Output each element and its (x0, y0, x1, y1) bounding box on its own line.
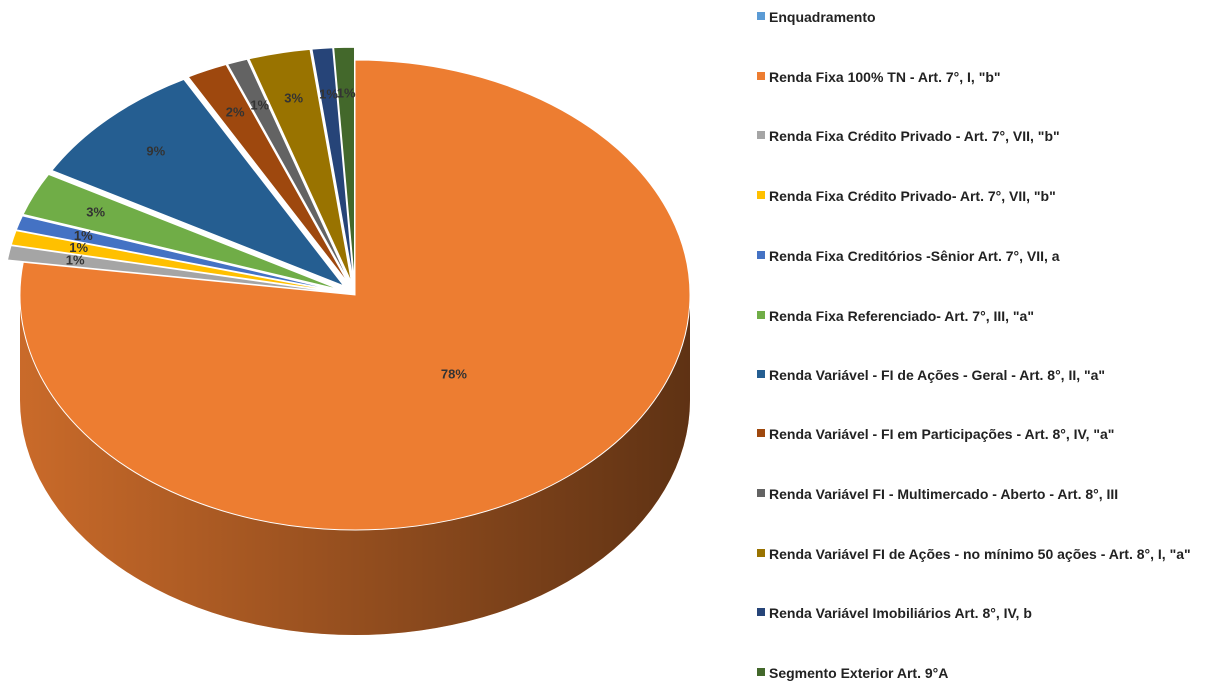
slice (10, 230, 340, 293)
legend-item: Renda Variável FI - Multimercado - Abert… (757, 483, 1197, 505)
legend-label: Renda Variável FI - Multimercado - Abert… (769, 486, 1119, 502)
data-label: 9% (146, 143, 165, 158)
legend-swatch (757, 429, 765, 437)
pie-area: 78%1%1%1%3%9%2% 1% 3% 1%1% (6, 46, 691, 635)
legend-label: Renda Fixa Creditórios -Sênior Art. 7°, … (769, 248, 1060, 264)
legend-label: Renda Fixa Crédito Privado - Art. 7°, VI… (769, 128, 1060, 144)
legend-item: Segmento Exterior Art. 9°A (757, 662, 1197, 684)
slice (6, 245, 340, 294)
legend-item: Renda Fixa Crédito Privado- Art. 7°, VII… (757, 185, 1197, 207)
slice (187, 63, 349, 284)
data-label: 1% (250, 97, 269, 112)
legend-swatch (757, 370, 765, 378)
legend-swatch (757, 251, 765, 259)
legend-item: Renda Fixa Referenciado- Art. 7°, III, "… (757, 305, 1197, 327)
slice (51, 78, 346, 288)
data-label: 1% (337, 86, 356, 101)
legend-item: Renda Fixa 100% TN - Art. 7°, I, "b" (757, 66, 1197, 88)
legend-label: Renda Variável - FI em Participações - A… (769, 426, 1115, 442)
legend-swatch (757, 191, 765, 199)
legend-item: Renda Variável FI de Ações - no mínimo 5… (757, 543, 1197, 565)
data-label: 1% (66, 252, 85, 267)
legend-label: Renda Variável - FI de Ações - Geral - A… (769, 367, 1106, 383)
legend-item: Renda Fixa Creditórios -Sênior Art. 7°, … (757, 245, 1197, 267)
legend-item: Renda Variável Imobiliários Art. 8°, IV,… (757, 602, 1197, 624)
legend-item: Renda Variável - FI de Ações - Geral - A… (757, 364, 1197, 386)
data-label: 1% (69, 240, 88, 255)
data-label: 3% (284, 90, 303, 105)
legend-label: Renda Variável FI de Ações - no mínimo 5… (769, 546, 1191, 562)
slice (333, 46, 356, 283)
slice-shade (20, 295, 690, 635)
slice (311, 47, 355, 283)
slice (248, 48, 353, 283)
legend-item: Renda Variável - FI em Participações - A… (757, 423, 1197, 445)
data-label: 78% (441, 366, 467, 381)
slice (19, 59, 691, 531)
legend-label: Enquadramento (769, 9, 876, 25)
legend-swatch (757, 608, 765, 616)
legend-label: Renda Fixa Referenciado- Art. 7°, III, "… (769, 308, 1034, 324)
legend-label: Renda Fixa Crédito Privado- Art. 7°, VII… (769, 188, 1056, 204)
legend-swatch (757, 131, 765, 139)
legend-label: Renda Fixa 100% TN - Art. 7°, I, "b" (769, 69, 1001, 85)
data-label: 1% (319, 87, 338, 102)
data-label: 3% (86, 205, 105, 220)
legend-item: Renda Fixa Crédito Privado - Art. 7°, VI… (757, 125, 1197, 147)
legend-swatch (757, 489, 765, 497)
legend-swatch (757, 549, 765, 557)
legend-swatch (757, 72, 765, 80)
legend-swatch (757, 12, 765, 20)
legend-label: Renda Variável Imobiliários Art. 8°, IV,… (769, 605, 1032, 621)
slice (226, 58, 351, 284)
slice (22, 173, 341, 291)
legend-swatch (757, 311, 765, 319)
slice (15, 215, 340, 292)
data-label: 1% (74, 228, 93, 243)
legend-item: Enquadramento (757, 6, 1197, 28)
legend-label: Segmento Exterior Art. 9°A (769, 665, 949, 681)
legend-swatch (757, 668, 765, 676)
data-label: 2% (226, 104, 245, 119)
